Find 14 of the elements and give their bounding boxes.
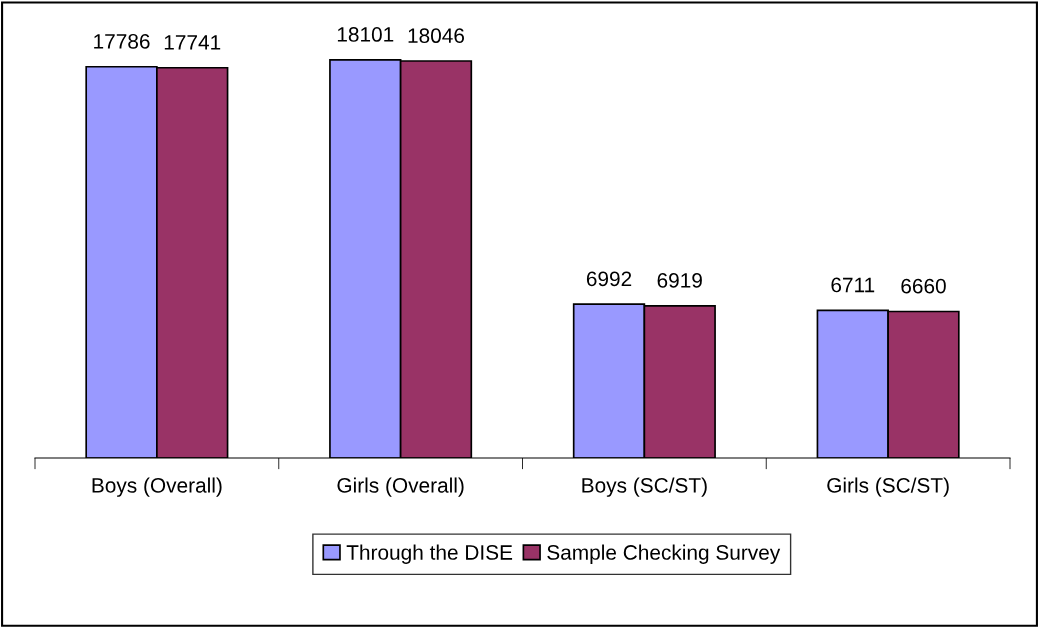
- legend-label: Through the DISE: [346, 544, 513, 564]
- data-label: 17786: [94, 33, 150, 49]
- data-label: 17741: [164, 35, 221, 50]
- data-label: 18046: [408, 28, 465, 44]
- data-label: 18101: [337, 27, 394, 42]
- x-tick-label: Girls (SC/ST): [827, 477, 949, 497]
- data-label: 6992: [586, 271, 632, 287]
- data-label: 6711: [831, 277, 875, 293]
- data-label: 6660: [901, 278, 946, 294]
- legend-label: Sample Checking Survey: [547, 544, 781, 564]
- x-tick-label: Boys (Overall): [92, 477, 222, 497]
- x-tick-label: Boys (SC/ST): [582, 477, 707, 497]
- data-label: 6919: [657, 273, 702, 288]
- x-tick-label: Girls (Overall): [337, 477, 464, 497]
